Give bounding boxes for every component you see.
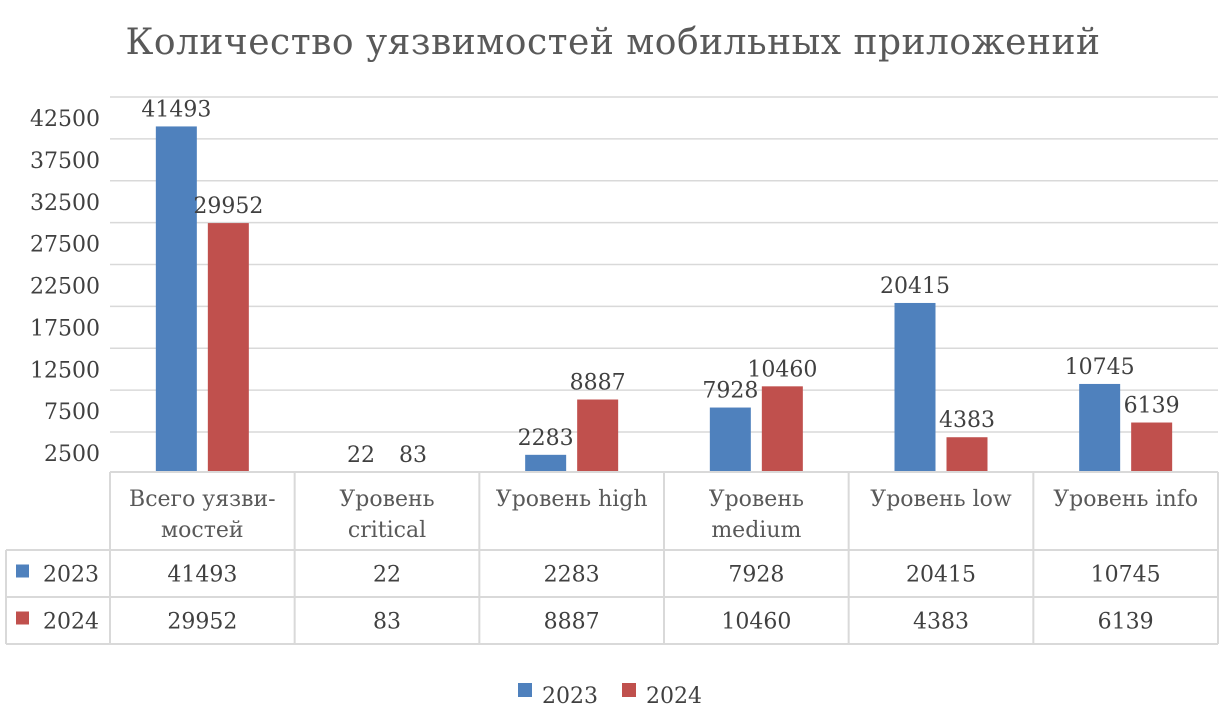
y-tick-label: 12500 [30, 358, 100, 383]
table-cell: 41493 [167, 563, 237, 588]
data-label-2023: 20415 [880, 274, 950, 299]
y-tick-label: 27500 [30, 233, 100, 258]
data-label-2023: 10745 [1065, 355, 1135, 380]
table-series-name: 2024 [43, 610, 99, 635]
category-label: Уровень [339, 487, 434, 512]
table-cell: 2283 [544, 563, 600, 588]
table-legend-key-2024 [16, 611, 29, 625]
data-label-2023: 22 [347, 443, 375, 468]
category-label: medium [711, 518, 801, 543]
legend-label: 2024 [646, 684, 702, 709]
category-label: мостей [161, 518, 244, 543]
data-label-2024: 6139 [1124, 394, 1180, 419]
y-tick-label: 32500 [30, 191, 100, 216]
bar-2023 [894, 302, 936, 472]
category-label: Всего уязви- [129, 487, 276, 512]
gridlines [110, 96, 1218, 433]
table-cell: 10460 [721, 610, 791, 635]
bar-2024 [577, 399, 619, 472]
data-label-2024: 8887 [570, 371, 626, 396]
y-tick-label: 37500 [30, 149, 100, 174]
data-label-2023: 41493 [141, 97, 211, 122]
data-label-2024: 29952 [193, 194, 263, 219]
data-label-2024: 83 [399, 443, 427, 468]
bars [155, 126, 1173, 472]
legend-label: 2023 [542, 684, 598, 709]
legend-key-2024 [622, 683, 636, 697]
y-tick-label: 42500 [30, 107, 100, 132]
y-tick-label: 17500 [30, 316, 100, 341]
y-tick-label: 2500 [44, 442, 100, 467]
bar-2023 [155, 126, 197, 472]
table-cell: 10745 [1091, 563, 1161, 588]
bar-2024 [761, 386, 803, 472]
table-cell: 20415 [906, 563, 976, 588]
y-tick-label: 22500 [30, 275, 100, 300]
bar-2023 [1079, 383, 1121, 472]
table-cell: 83 [373, 610, 401, 635]
table-legend-key-2023 [16, 564, 29, 578]
chart-title: Количество уязвимостей мобильных приложе… [125, 22, 1101, 63]
data-label-2024: 10460 [747, 357, 817, 382]
table-cell: 4383 [913, 610, 969, 635]
table-cell: 6139 [1098, 610, 1154, 635]
legend-key-2023 [518, 683, 532, 697]
table-cell: 29952 [167, 610, 237, 635]
bar-2024 [946, 437, 988, 472]
y-tick-label: 7500 [44, 400, 100, 425]
bar-2023 [709, 407, 751, 472]
table-cell: 8887 [544, 610, 600, 635]
category-label: Уровень low [870, 487, 1012, 512]
table-series-name: 2023 [43, 563, 99, 588]
bar-2024 [1131, 422, 1173, 472]
y-axis-ticks: 2500 7500 12500 17500 22500 27500 32500 37500 42… [30, 107, 100, 467]
data-table: Всего уязви-мостей Уровень critical Уровень… [5, 471, 1219, 645]
category-label: Уровень [709, 487, 804, 512]
category-label: Уровень high [496, 487, 648, 512]
data-label-2023: 2283 [518, 426, 574, 451]
bar-2023 [525, 454, 567, 472]
data-label-2023: 7928 [702, 379, 758, 404]
legend: 2023 2024 [518, 683, 702, 709]
data-label-2024: 4383 [939, 408, 995, 433]
table-cell: 22 [373, 563, 401, 588]
bar-2024 [207, 223, 249, 472]
category-label: critical [348, 518, 426, 543]
category-label: Уровень info [1053, 487, 1198, 512]
table-cell: 7928 [728, 563, 784, 588]
